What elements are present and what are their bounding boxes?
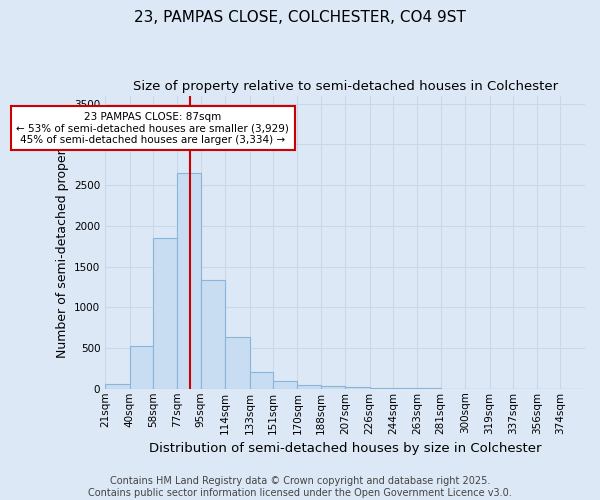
Bar xyxy=(153,238,178,389)
Bar xyxy=(200,280,225,389)
Text: Contains HM Land Registry data © Crown copyright and database right 2025.
Contai: Contains HM Land Registry data © Crown c… xyxy=(88,476,512,498)
Bar xyxy=(225,336,250,389)
Bar xyxy=(370,388,393,389)
Bar xyxy=(105,384,130,389)
Bar xyxy=(345,386,370,389)
Bar xyxy=(393,388,418,389)
Title: Size of property relative to semi-detached houses in Colchester: Size of property relative to semi-detach… xyxy=(133,80,557,93)
Text: 23 PAMPAS CLOSE: 87sqm
← 53% of semi-detached houses are smaller (3,929)
45% of : 23 PAMPAS CLOSE: 87sqm ← 53% of semi-det… xyxy=(16,112,289,145)
Bar xyxy=(178,173,200,389)
X-axis label: Distribution of semi-detached houses by size in Colchester: Distribution of semi-detached houses by … xyxy=(149,442,541,455)
Bar xyxy=(273,382,298,389)
Bar xyxy=(250,372,273,389)
Text: 23, PAMPAS CLOSE, COLCHESTER, CO4 9ST: 23, PAMPAS CLOSE, COLCHESTER, CO4 9ST xyxy=(134,10,466,25)
Bar xyxy=(320,386,345,389)
Bar xyxy=(298,384,320,389)
Y-axis label: Number of semi-detached properties: Number of semi-detached properties xyxy=(56,126,68,358)
Bar xyxy=(130,346,153,389)
